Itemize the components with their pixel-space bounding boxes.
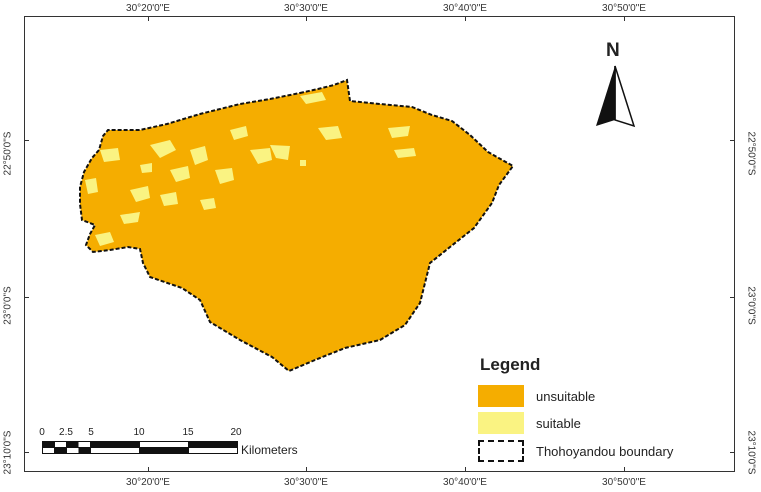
tick-mark — [24, 297, 29, 298]
suitable-patch — [150, 140, 176, 158]
scale-bar — [42, 441, 238, 454]
suitable-patch — [170, 166, 190, 182]
suitable-patch — [388, 126, 410, 138]
suitable-patch — [120, 212, 140, 224]
bottom-tick-label: 30°50'0"E — [602, 477, 646, 488]
top-tick-label: 30°20'0"E — [126, 3, 170, 14]
scale-number: 10 — [133, 427, 145, 438]
suitable-patch — [394, 148, 416, 158]
legend-label: unsuitable — [536, 388, 596, 404]
tick-mark — [624, 467, 625, 472]
suitable-patch — [230, 126, 248, 140]
scale-number: 2.5 — [59, 427, 73, 438]
tick-mark — [624, 16, 625, 21]
tick-mark — [306, 16, 307, 21]
tick-mark — [24, 140, 29, 141]
legend-swatch-unsuitable — [478, 385, 524, 407]
tick-mark — [148, 467, 149, 472]
legend-item-unsuitable: unsuitable — [478, 385, 595, 407]
suitable-patch — [270, 145, 290, 160]
bottom-tick-label: 30°30'0"E — [284, 477, 328, 488]
legend-title: Legend — [480, 355, 541, 374]
north-label: N — [606, 40, 620, 61]
top-tick-label: 30°40'0"E — [443, 3, 487, 14]
scale-number: 15 — [182, 427, 194, 438]
tick-mark — [465, 16, 466, 21]
tick-mark — [306, 467, 307, 472]
scale-number: 20 — [230, 427, 242, 438]
suitable-patch — [318, 126, 342, 140]
top-tick-label: 30°30'0"E — [284, 3, 328, 14]
legend-item-boundary: Thohoyandou boundary — [478, 440, 673, 462]
north-arrow-icon — [596, 65, 636, 128]
suitable-patch — [85, 178, 98, 194]
scale-number: 5 — [88, 427, 94, 438]
tick-mark — [730, 452, 735, 453]
top-tick-label: 30°50'0"E — [602, 3, 646, 14]
suitable-patch — [300, 160, 306, 166]
thohoyandou-boundary — [79, 78, 515, 373]
bottom-tick-label: 30°40'0"E — [443, 477, 487, 488]
scale-unit: Kilometers — [241, 443, 298, 457]
tick-mark — [24, 452, 29, 453]
suitable-patch — [200, 198, 216, 210]
suitable-patch — [190, 146, 208, 165]
suitable-patch — [300, 92, 326, 104]
unsuitable-area — [80, 80, 513, 371]
bottom-tick-label: 30°20'0"E — [126, 477, 170, 488]
scale-number: 0 — [39, 427, 45, 438]
suitable-patch — [215, 168, 234, 184]
legend-label: Thohoyandou boundary — [536, 443, 674, 459]
legend-swatch-suitable — [478, 412, 524, 434]
tick-mark — [148, 16, 149, 21]
legend-item-suitable: suitable — [478, 412, 581, 434]
tick-mark — [730, 140, 735, 141]
legend-swatch-boundary — [478, 440, 524, 462]
suitable-patch — [95, 232, 114, 246]
suitable-areas — [85, 92, 416, 246]
suitable-patch — [140, 163, 152, 173]
suitable-patch — [100, 148, 120, 162]
tick-mark — [465, 467, 466, 472]
suitable-patch — [250, 148, 272, 164]
tick-mark — [730, 297, 735, 298]
suitable-patch — [160, 192, 178, 206]
suitable-patch — [130, 186, 150, 202]
legend-label: suitable — [536, 415, 581, 431]
